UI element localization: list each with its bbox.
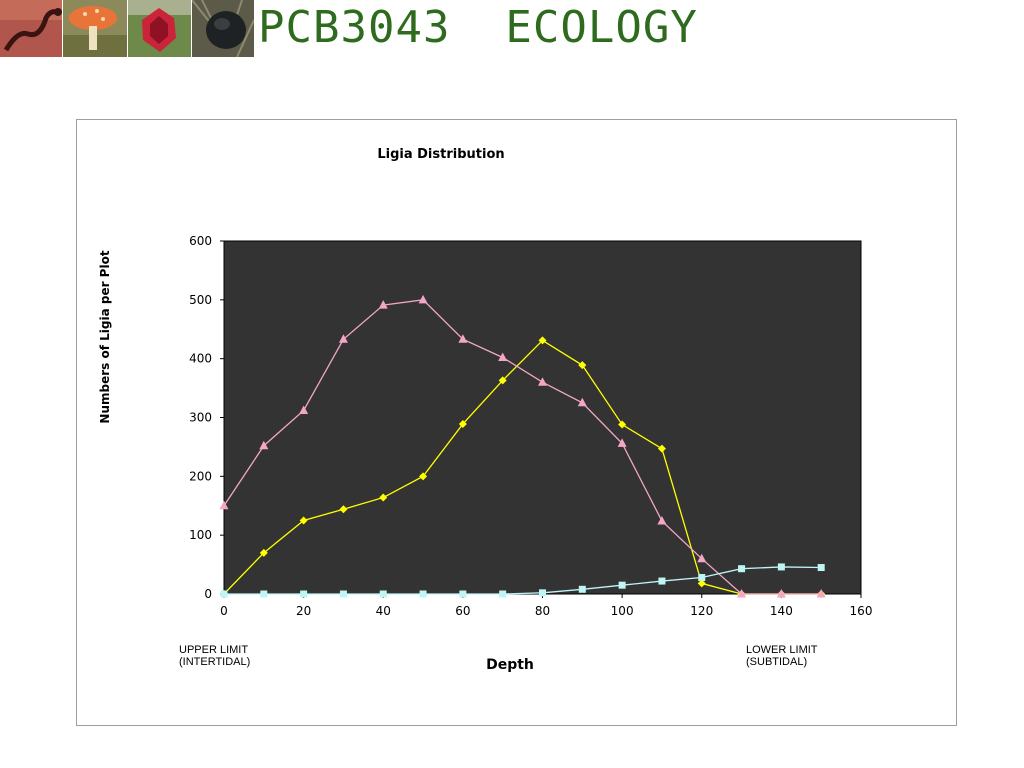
x-axis-label: Depth [486,657,534,673]
series-1-point [498,376,507,385]
x-tick-label: 140 [770,604,793,618]
y-tick-label: 200 [189,469,212,483]
x-tick-label: 160 [850,604,873,618]
series-1-point [419,472,428,481]
series-2-point [617,438,627,447]
series-3-point [339,590,347,598]
series-1-point [618,420,627,429]
x-tick-label: 40 [376,604,391,618]
series-3-line [224,566,822,595]
upper-limit-note: UPPER LIMIT (INTERTIDAL) [179,644,250,668]
series-1-point [259,548,268,557]
series-1-point [339,505,348,514]
course-title: PCB3043 ECOLOGY [258,2,698,53]
y-tick-label: 0 [204,587,212,601]
plot-area [223,240,862,595]
y-tick-label: 600 [189,234,212,248]
mushroom-photo [63,0,127,57]
series-2-point [657,516,667,525]
chart-frame: 0 100 200 300 400 500 600 0 20 40 60 80 100 120 140 160… [76,119,957,726]
series-2-point [378,300,388,309]
y-tick-label: 300 [189,411,212,425]
series-2-point [538,377,547,386]
series-2-point [219,500,229,510]
series-3-point [777,563,785,571]
series-1-point [299,516,308,525]
lower-limit-note: LOWER LIMIT (SUBTIDAL) [746,644,818,668]
series-2-line [223,299,822,595]
upper-limit-sub: (INTERTIDAL) [179,656,251,668]
red-flower-photo [128,0,191,57]
series-3-point [220,590,228,598]
dark-fungus-photo [192,0,254,57]
chart-title: Ligia Distribution [377,147,504,162]
salamander-photo [0,0,62,57]
series-3-point [419,590,427,598]
series-2-point [577,397,587,407]
y-tick-label: 500 [189,293,212,307]
series-3-point [817,564,825,572]
x-tick-label: 20 [296,604,311,618]
series-2-point [776,589,786,598]
series-1-point [458,419,467,428]
series-3-point [738,565,746,573]
series-1-point [657,444,666,453]
series-2-point [498,352,508,361]
series-2-point [338,334,348,343]
series-3-point [539,589,546,597]
series-1-line [223,339,822,595]
series-1-point [538,336,547,345]
x-tick-label: 60 [455,604,470,618]
series-3-point [618,581,626,589]
series-3-point [499,590,507,598]
series-2-point [458,334,468,343]
series-1-point [578,361,587,370]
y-axis-label: Numbers of Ligia per Plot [98,250,112,423]
ligia-chart: 0 100 200 300 400 500 600 0 20 40 60 80 100 120 140 160… [98,147,873,673]
series-3-point [658,577,666,585]
series-3-point [578,585,586,593]
y-tick-label: 400 [189,352,212,366]
series-2-point [299,405,309,414]
x-tick-label: 100 [611,604,634,618]
x-tick-label: 80 [535,604,550,618]
series-3-point [698,574,706,582]
series-3-point [260,590,268,598]
y-tick-label: 100 [189,528,212,542]
series-3-point [379,590,387,598]
series-1-point [697,579,706,588]
series-2-point [697,553,707,563]
series-2-point [418,294,428,304]
series-3-point [459,590,467,598]
series-2-point [816,589,826,598]
x-tick-label: 120 [690,604,713,618]
header-banner: PCB3043 ECOLOGY [0,0,1024,58]
series-3-point [300,590,308,598]
lower-limit-sub: (SUBTIDAL) [746,656,808,668]
series-2-point [737,589,747,598]
lower-limit-label: LOWER LIMIT [746,644,818,656]
series-2-point [259,440,269,450]
upper-limit-label: UPPER LIMIT [179,644,249,656]
x-tick-label: 0 [220,604,228,618]
series-1-point [379,493,388,502]
